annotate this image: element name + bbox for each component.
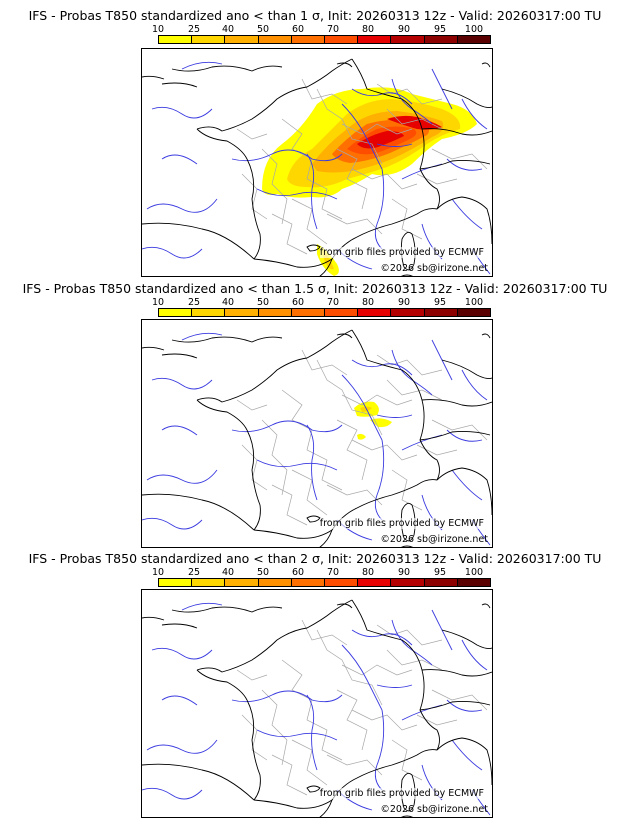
colorbar-swatch xyxy=(325,579,359,586)
colorbar xyxy=(158,35,491,44)
colorbar-tick-label: 90 xyxy=(397,24,411,35)
colorbar-swatch xyxy=(159,36,193,43)
colorbar-swatch xyxy=(424,309,458,316)
colorbar-swatch xyxy=(424,36,458,43)
colorbar-swatch xyxy=(457,309,491,316)
data-credit: from grib files provided by ECMWF xyxy=(319,518,484,529)
colorbar-swatch xyxy=(457,579,491,586)
colorbar-tick-label: 10 xyxy=(151,297,165,308)
colorbar-swatch xyxy=(258,36,292,43)
colorbar-tick-label: 70 xyxy=(326,24,340,35)
colorbar-swatch xyxy=(192,579,226,586)
colorbar-swatch xyxy=(159,309,193,316)
copyright: ©2026 sb@irizone.net xyxy=(380,804,488,815)
map-drawing xyxy=(142,599,492,817)
colorbar-tick-label: 80 xyxy=(361,567,375,578)
data-credit: from grib files provided by ECMWF xyxy=(319,247,484,258)
panel-title: IFS - Probas T850 standardized ano < tha… xyxy=(28,551,602,566)
colorbar-swatch xyxy=(391,309,425,316)
colorbar-tick-label: 25 xyxy=(187,24,201,35)
colorbar-tick-label: 50 xyxy=(256,24,270,35)
colorbar-swatch xyxy=(325,309,359,316)
colorbar-tick-label: 90 xyxy=(397,567,411,578)
colorbar-swatch xyxy=(358,36,392,43)
copyright: ©2026 sb@irizone.net xyxy=(380,534,488,545)
probability-map: from grib files provided by ECMWF ©2026 … xyxy=(141,48,493,277)
colorbar-tick-label: 95 xyxy=(433,24,447,35)
colorbar xyxy=(158,308,491,317)
colorbar-tick-label: 80 xyxy=(361,297,375,308)
colorbar-tick-label: 40 xyxy=(221,567,235,578)
map-panel-2: IFS - Probas T850 standardized ano < tha… xyxy=(0,273,630,548)
colorbar-swatch xyxy=(225,309,259,316)
colorbar-tick-label: 70 xyxy=(326,297,340,308)
colorbar-tick-label: 80 xyxy=(361,24,375,35)
colorbar-tick-label: 60 xyxy=(291,567,305,578)
colorbar-tick-label: 40 xyxy=(221,24,235,35)
colorbar-swatch xyxy=(325,36,359,43)
data-credit: from grib files provided by ECMWF xyxy=(319,788,484,799)
colorbar-tick-label: 100 xyxy=(464,24,484,35)
colorbar-tick-label: 40 xyxy=(221,297,235,308)
colorbar-swatch xyxy=(258,579,292,586)
colorbar-tick-label: 95 xyxy=(433,567,447,578)
colorbar-tick-label: 25 xyxy=(187,297,201,308)
colorbar-swatch xyxy=(291,36,326,43)
colorbar-swatch xyxy=(225,36,259,43)
panel-title: IFS - Probas T850 standardized ano < tha… xyxy=(22,281,608,296)
colorbar-tick-label: 60 xyxy=(291,297,305,308)
colorbar-swatch xyxy=(358,579,392,586)
colorbar-tick-label: 50 xyxy=(256,567,270,578)
colorbar-swatch xyxy=(159,579,193,586)
panel-title: IFS - Probas T850 standardized ano < tha… xyxy=(28,8,602,23)
map-panel-1: IFS - Probas T850 standardized ano < tha… xyxy=(0,0,630,277)
copyright: ©2026 sb@irizone.net xyxy=(380,263,488,274)
colorbar-swatch xyxy=(258,309,292,316)
colorbar-swatch xyxy=(391,36,425,43)
probability-map: from grib files provided by ECMWF ©2026 … xyxy=(141,589,493,818)
colorbar-tick-label: 25 xyxy=(187,567,201,578)
colorbar-tick-label: 10 xyxy=(151,24,165,35)
colorbar-swatch xyxy=(192,309,226,316)
colorbar-swatch xyxy=(391,579,425,586)
colorbar-swatch xyxy=(192,36,226,43)
colorbar-swatch xyxy=(457,36,491,43)
colorbar-tick-label: 10 xyxy=(151,567,165,578)
probability-shading xyxy=(354,401,392,440)
colorbar-swatch xyxy=(358,309,392,316)
colorbar-tick-label: 95 xyxy=(433,297,447,308)
map-drawing xyxy=(142,58,492,276)
colorbar-tick-label: 100 xyxy=(464,297,484,308)
colorbar-tick-label: 100 xyxy=(464,567,484,578)
colorbar-swatch xyxy=(424,579,458,586)
colorbar-swatch xyxy=(291,579,326,586)
colorbar-swatch xyxy=(225,579,259,586)
colorbar-tick-label: 60 xyxy=(291,24,305,35)
colorbar-swatch xyxy=(291,309,326,316)
map-drawing xyxy=(142,329,492,547)
colorbar-tick-label: 90 xyxy=(397,297,411,308)
map-panel-3: IFS - Probas T850 standardized ano < tha… xyxy=(0,543,630,818)
probability-map: from grib files provided by ECMWF ©2026 … xyxy=(141,319,493,548)
colorbar-tick-label: 50 xyxy=(256,297,270,308)
colorbar-tick-label: 70 xyxy=(326,567,340,578)
probability-shading xyxy=(262,87,477,276)
colorbar xyxy=(158,578,491,587)
